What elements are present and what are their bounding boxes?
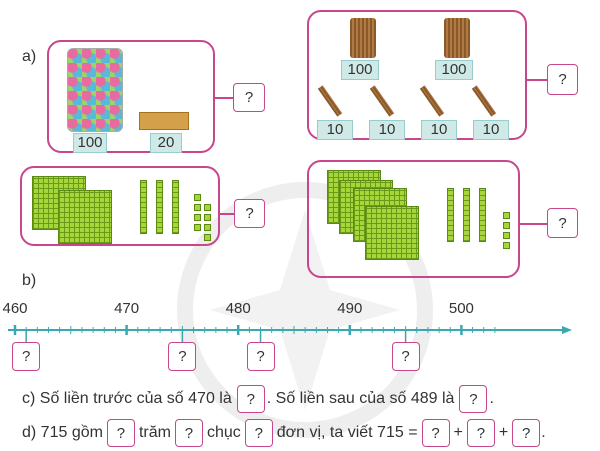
answer-box-d-sum1[interactable]: ? [421,419,450,447]
number-line: 460 470 480 490 500 [2,300,572,342]
part-a-label: a) [22,48,37,65]
plus-sign: + [498,424,509,441]
label-20: 20 [150,133,182,153]
axis-arrow [562,326,572,334]
axis-label: 490 [337,300,362,317]
part-b-label: b) [22,272,37,289]
label-100: 100 [435,60,473,80]
part-d-text-4: đơn vị, ta viết 715 = [276,424,418,441]
axis-label: 470 [114,300,139,317]
answer-box-c2[interactable]: ? [459,385,488,413]
part-d: d) 715 gồm ? trăm ? chục ? đơn vị, ta vi… [22,419,546,447]
part-c-text-1: c) Số liền trước của số 470 là [22,390,232,407]
label-10: 10 [473,120,509,140]
ball-jar-image [67,48,123,132]
ball-tray-image [139,112,189,130]
answer-box-b3[interactable]: ? [246,342,275,371]
answer-box-d-tens[interactable]: ? [174,419,203,447]
period: . [541,424,546,441]
label-100: 100 [341,60,379,80]
group-blocks-1 [20,166,220,246]
answer-box-d-sum2[interactable]: ? [466,419,495,447]
plus-sign: + [453,424,463,441]
stick-ten-icon [471,85,497,117]
label-10: 10 [317,120,353,140]
axis-label: 480 [226,300,251,317]
group-sticks: 100 100 10 10 10 10 [307,10,527,140]
label-10: 10 [421,120,457,140]
group-blocks-2 [307,160,520,278]
axis-label: 500 [449,300,474,317]
bundle-hundred-icon [350,18,376,58]
part-d-text-1: d) 715 gồm [22,424,103,441]
group-balls: 100 20 [47,40,215,153]
answer-box-b4[interactable]: ? [391,342,420,371]
part-c: c) Số liền trước của số 470 là ? . Số li… [22,385,494,413]
watermark-logo [177,182,433,438]
stick-ten-icon [369,85,395,117]
answer-box-d-sum3[interactable]: ? [512,419,541,447]
label-10: 10 [369,120,405,140]
axis-label: 460 [2,300,27,317]
part-c-text-2: . Số liền sau của số 489 là [266,390,455,407]
answer-box-d-ones[interactable]: ? [244,419,273,447]
part-d-text-2: trăm [138,424,171,441]
answer-box-a3[interactable]: ? [234,199,265,228]
answer-box-d-hundreds[interactable]: ? [106,419,135,447]
answer-box-a4[interactable]: ? [547,208,578,238]
answer-box-a1[interactable]: ? [233,83,265,112]
stick-ten-icon [317,85,343,117]
label-100: 100 [73,133,107,153]
answer-box-b2[interactable]: ? [168,342,197,371]
bundle-hundred-icon [444,18,470,58]
period: . [489,390,494,407]
answer-box-a2[interactable]: ? [547,64,578,95]
answer-box-b1[interactable]: ? [12,342,41,371]
stick-ten-icon [419,85,445,117]
part-d-text-3: chục [206,424,241,441]
answer-box-c1[interactable]: ? [236,385,265,413]
